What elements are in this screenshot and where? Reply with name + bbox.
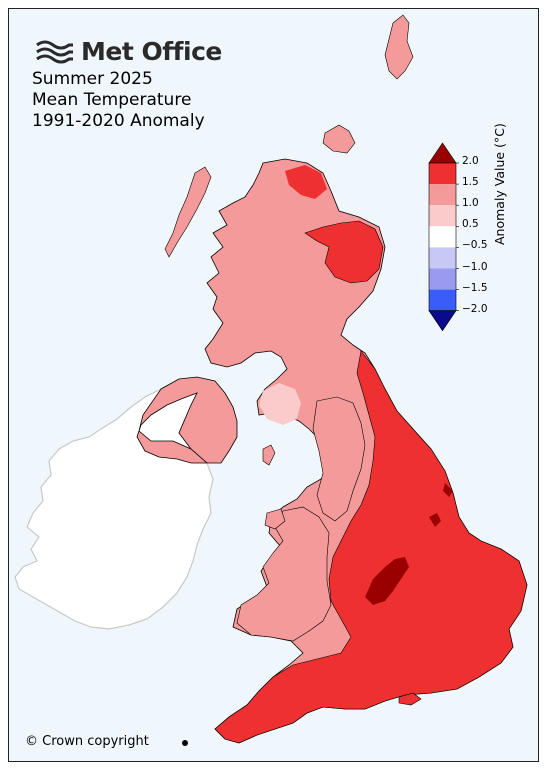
orkney xyxy=(322,124,356,154)
isle-of-wight xyxy=(398,692,422,706)
anglesey xyxy=(264,508,286,530)
colorbar-extend-min xyxy=(428,310,457,332)
copyright-notice: © Crown copyright xyxy=(25,734,149,749)
met-office-logo: Met Office xyxy=(35,37,222,66)
isles-of-scilly xyxy=(182,740,188,746)
colorbar-tick-label: 1.0 xyxy=(462,197,479,210)
midlands-hotspot xyxy=(365,557,409,605)
colorbar-bin xyxy=(429,268,456,290)
colorbar-outline xyxy=(428,162,457,311)
colorbar-label: Anomaly Value (°C) xyxy=(492,123,507,245)
ireland-landmass xyxy=(14,378,214,630)
colorbar-tick-label: 0.5 xyxy=(462,218,479,231)
colorbar xyxy=(428,142,459,332)
map-title: Summer 2025 Mean Temperature 1991-2020 A… xyxy=(32,69,205,132)
northern-ireland xyxy=(136,376,238,464)
colorbar-bin xyxy=(429,163,456,185)
colorbar-tick-label: 1.5 xyxy=(462,176,479,189)
n-england-west-region xyxy=(312,396,366,522)
title-line-2: Mean Temperature xyxy=(32,90,192,110)
ne-scotland-region xyxy=(304,220,384,284)
colorbar-tick-label: −0.5 xyxy=(462,239,488,252)
sw-scotland-region xyxy=(259,383,301,425)
colorbar-bin xyxy=(429,247,456,269)
lincs-hotspot xyxy=(429,513,441,527)
eastern-england-region xyxy=(214,350,528,744)
colorbar-tick-label: −2.0 xyxy=(462,302,488,315)
colorbar-bin xyxy=(429,226,456,248)
colorbar-tick-label: −1.5 xyxy=(462,281,488,294)
colorbar-bin xyxy=(429,289,456,311)
n-highland-region xyxy=(285,165,327,199)
colorbar-extend-max xyxy=(428,142,457,164)
title-line-1: Summer 2025 xyxy=(32,69,153,89)
colorbar-tick-label: −1.0 xyxy=(462,260,488,273)
humber-hotspot xyxy=(443,483,453,497)
wales-region xyxy=(236,506,332,642)
colorbar-bin xyxy=(429,184,456,206)
outer-hebrides xyxy=(164,166,212,258)
isle-of-man xyxy=(262,444,276,466)
title-line-3: 1991-2020 Anomaly xyxy=(32,111,205,131)
brand-name: Met Office xyxy=(81,37,222,66)
met-office-wave-icon xyxy=(36,40,73,63)
colorbar-tick-label: 2.0 xyxy=(462,155,479,167)
map-frame: Met Office Summer 2025 Mean Temperature … xyxy=(8,8,539,762)
shetland xyxy=(384,14,414,80)
anomaly-map xyxy=(14,14,528,746)
colorbar-bin xyxy=(429,205,456,227)
